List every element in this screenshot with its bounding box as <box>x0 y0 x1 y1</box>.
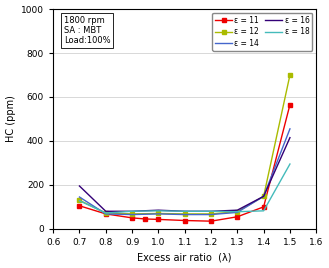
ε = 18 <box>183 210 187 213</box>
ε = 18 <box>209 210 213 213</box>
Y-axis label: HC (ppm): HC (ppm) <box>6 95 15 142</box>
ε = 14 <box>288 127 292 131</box>
ε = 12 <box>156 212 160 215</box>
ε = 11 <box>130 216 134 219</box>
ε = 16 <box>288 136 292 139</box>
Text: 1800 rpm
SA : MBT
Load:100%: 1800 rpm SA : MBT Load:100% <box>64 16 110 46</box>
Legend: ε = 11, ε = 12, ε = 14, ε = 16, ε = 18: ε = 11, ε = 12, ε = 14, ε = 16, ε = 18 <box>212 13 313 51</box>
ε = 18 <box>235 210 239 213</box>
ε = 12 <box>183 212 187 215</box>
Line: ε = 16: ε = 16 <box>79 138 290 211</box>
ε = 11 <box>262 205 266 209</box>
ε = 18 <box>130 210 134 213</box>
ε = 11 <box>104 212 108 215</box>
ε = 14 <box>235 211 239 214</box>
Line: ε = 14: ε = 14 <box>79 129 290 215</box>
ε = 11 <box>183 219 187 222</box>
ε = 11 <box>77 204 81 207</box>
Line: ε = 11: ε = 11 <box>78 103 292 223</box>
ε = 12 <box>130 212 134 215</box>
ε = 11 <box>143 217 147 221</box>
ε = 16 <box>235 209 239 212</box>
ε = 12 <box>288 73 292 77</box>
ε = 18 <box>288 162 292 166</box>
ε = 12 <box>209 212 213 215</box>
X-axis label: Excess air ratio  (λ): Excess air ratio (λ) <box>138 252 232 262</box>
ε = 12 <box>235 210 239 213</box>
Line: ε = 12: ε = 12 <box>78 73 292 216</box>
ε = 11 <box>156 218 160 221</box>
ε = 16 <box>130 210 134 213</box>
ε = 14 <box>130 213 134 216</box>
ε = 18 <box>104 211 108 215</box>
ε = 11 <box>288 103 292 106</box>
ε = 11 <box>209 219 213 223</box>
ε = 14 <box>262 195 266 198</box>
ε = 16 <box>77 184 81 188</box>
ε = 18 <box>156 209 160 213</box>
ε = 14 <box>209 213 213 216</box>
ε = 14 <box>183 213 187 216</box>
ε = 14 <box>77 195 81 199</box>
ε = 14 <box>104 212 108 215</box>
ε = 11 <box>235 215 239 218</box>
ε = 16 <box>156 209 160 212</box>
ε = 12 <box>262 195 266 198</box>
ε = 14 <box>156 212 160 215</box>
ε = 12 <box>104 211 108 215</box>
ε = 16 <box>183 210 187 213</box>
ε = 18 <box>262 209 266 213</box>
ε = 16 <box>104 210 108 213</box>
ε = 18 <box>77 199 81 202</box>
ε = 16 <box>209 210 213 213</box>
ε = 12 <box>77 199 81 202</box>
Line: ε = 18: ε = 18 <box>79 164 290 213</box>
ε = 16 <box>262 195 266 198</box>
